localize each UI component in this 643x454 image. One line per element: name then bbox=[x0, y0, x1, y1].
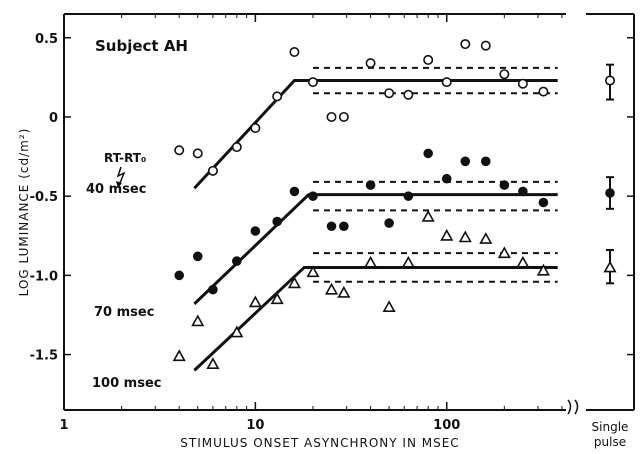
data-points bbox=[172, 39, 550, 370]
data-point bbox=[287, 276, 301, 289]
data-point bbox=[208, 284, 218, 295]
data-point bbox=[326, 221, 337, 232]
single-pulse-label-line-1: Single bbox=[592, 420, 629, 434]
data-point bbox=[231, 142, 242, 153]
single-pulse-point bbox=[603, 260, 617, 273]
data-point bbox=[339, 221, 349, 232]
data-point bbox=[174, 145, 185, 156]
data-point bbox=[441, 77, 452, 88]
single-pulse-point bbox=[604, 75, 615, 86]
data-point bbox=[270, 292, 284, 305]
data-point bbox=[272, 91, 283, 102]
data-point bbox=[307, 77, 318, 88]
data-point bbox=[401, 255, 415, 268]
data-point bbox=[337, 285, 351, 298]
data-point bbox=[440, 228, 454, 241]
x-tick-label: 1 bbox=[59, 418, 68, 433]
confidence-bands bbox=[312, 66, 558, 283]
data-point bbox=[192, 148, 203, 159]
series-label: 40 msec bbox=[86, 182, 146, 197]
data-point bbox=[232, 256, 242, 266]
data-point bbox=[365, 58, 376, 69]
rt-arrowhead bbox=[116, 181, 122, 188]
y-axis-title: LOG LUMINANCE (cd/m²) bbox=[17, 128, 31, 297]
data-point bbox=[518, 186, 528, 197]
data-point bbox=[423, 148, 433, 159]
data-point bbox=[499, 180, 510, 190]
data-point bbox=[497, 246, 511, 259]
data-point bbox=[172, 349, 186, 362]
axis-break-mark bbox=[567, 399, 579, 415]
data-point bbox=[441, 173, 452, 184]
data-point bbox=[516, 255, 530, 268]
data-point bbox=[289, 186, 300, 197]
data-point bbox=[403, 191, 414, 201]
data-point bbox=[308, 191, 318, 201]
tick-marks: 0.5 0 -0.5 -1.0 -1.5 1 10 100 bbox=[30, 14, 634, 433]
rt-annotation: RT-RT₀ bbox=[104, 151, 146, 165]
data-point bbox=[538, 86, 549, 97]
data-point bbox=[192, 251, 203, 262]
data-point bbox=[250, 226, 261, 236]
series-label: 70 msec bbox=[94, 305, 154, 320]
data-point bbox=[207, 165, 218, 176]
single-pulse-label-line-2: pulse bbox=[594, 435, 626, 449]
data-point bbox=[538, 197, 549, 208]
single-pulse-markers bbox=[603, 63, 617, 285]
data-point bbox=[230, 325, 244, 338]
data-point bbox=[206, 357, 220, 370]
data-point bbox=[324, 282, 339, 295]
data-point bbox=[382, 300, 396, 312]
data-point bbox=[338, 111, 349, 122]
data-point bbox=[174, 270, 185, 281]
data-point bbox=[480, 40, 491, 51]
rt-arrow bbox=[116, 166, 126, 189]
data-point bbox=[517, 78, 528, 89]
data-point bbox=[272, 216, 282, 227]
data-point bbox=[460, 156, 471, 167]
data-point bbox=[384, 218, 394, 228]
fit-line bbox=[193, 79, 558, 190]
data-point bbox=[384, 88, 395, 99]
data-point bbox=[458, 230, 472, 243]
data-point bbox=[191, 314, 205, 327]
data-point bbox=[460, 39, 471, 50]
single-pulse-point bbox=[605, 188, 615, 198]
y-tick-label: 0.5 bbox=[35, 32, 58, 47]
data-point bbox=[306, 265, 320, 278]
data-point bbox=[423, 54, 434, 65]
y-tick-label: -1.5 bbox=[30, 349, 58, 364]
series-label: 100 msec bbox=[92, 376, 161, 391]
y-tick-label: -1.0 bbox=[30, 269, 58, 284]
data-point bbox=[479, 232, 493, 244]
data-point bbox=[289, 47, 300, 58]
x-tick-label: 10 bbox=[246, 418, 264, 433]
subject-annotation: Subject AH bbox=[95, 37, 188, 55]
y-tick-label: -0.5 bbox=[30, 190, 58, 205]
plot-frame bbox=[63, 13, 635, 415]
data-point bbox=[364, 255, 378, 268]
data-point bbox=[365, 180, 376, 190]
data-point bbox=[421, 209, 435, 222]
data-point bbox=[248, 295, 262, 308]
data-point bbox=[403, 89, 414, 100]
data-point bbox=[326, 111, 337, 122]
x-axis-title: STIMULUS ONSET ASYNCHRONY IN MSEC bbox=[180, 436, 459, 450]
y-tick-label: 0 bbox=[49, 111, 58, 126]
x-tick-label: 100 bbox=[433, 418, 460, 433]
data-point bbox=[499, 69, 510, 80]
data-point bbox=[536, 263, 550, 276]
data-point bbox=[250, 123, 261, 134]
fit-line bbox=[193, 265, 558, 372]
data-point bbox=[480, 156, 491, 167]
